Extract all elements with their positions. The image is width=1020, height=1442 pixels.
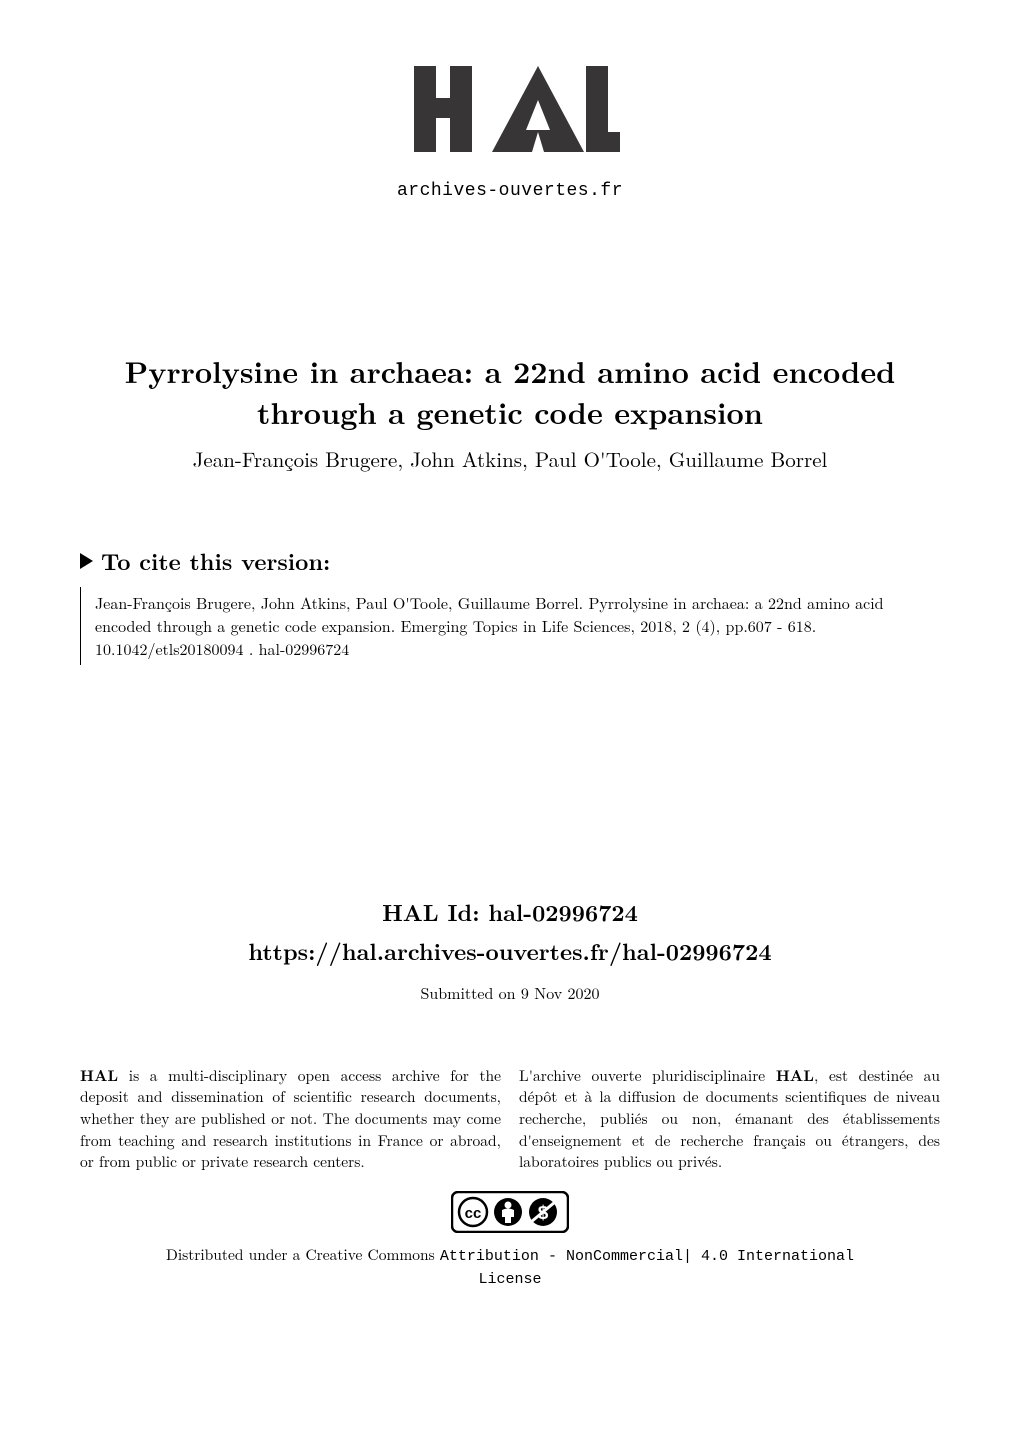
cite-hal-suffix: . hal-02996724 bbox=[244, 637, 350, 660]
hal-url[interactable]: https://hal.archives-ouvertes.fr/hal-029… bbox=[0, 934, 1020, 967]
cite-body-text: Jean-François Brugere, John Atkins, Paul… bbox=[95, 591, 884, 637]
triangle-icon bbox=[80, 553, 93, 569]
svg-text:cc: cc bbox=[465, 1205, 482, 1222]
desc-right-prefix: L'archive ouverte pluridisciplinaire bbox=[519, 1065, 776, 1086]
license-prefix: Distributed under a Creative Commons bbox=[166, 1244, 440, 1265]
license-text: Distributed under a Creative Commons Att… bbox=[0, 1244, 1020, 1290]
hal-id: HAL Id: hal-02996724 bbox=[0, 895, 1020, 928]
title-block: Pyrrolysine in archaea: a 22nd amino aci… bbox=[80, 351, 940, 474]
desc-right-bold: HAL bbox=[776, 1063, 814, 1086]
title-line-2: through a genetic code expansion bbox=[257, 390, 763, 433]
cc-by-nc-icon[interactable]: cc $ bbox=[451, 1191, 569, 1233]
cite-body: Jean-François Brugere, John Atkins, Paul… bbox=[80, 587, 940, 665]
description-left: HAL is a multi-disciplinary open access … bbox=[80, 1064, 501, 1173]
submitted-date: Submitted on 9 Nov 2020 bbox=[0, 981, 1020, 1004]
cite-doi: 10.1042/etls20180094 bbox=[95, 637, 244, 660]
hal-logo-icon bbox=[400, 60, 620, 170]
authors: Jean-François Brugere, John Atkins, Paul… bbox=[80, 444, 940, 474]
desc-left-body: is a multi-disciplinary open access arch… bbox=[80, 1065, 501, 1173]
hal-id-block: HAL Id: hal-02996724 https://hal.archive… bbox=[0, 895, 1020, 1004]
cite-header: To cite this version: bbox=[80, 544, 940, 577]
cc-block: cc $ bbox=[0, 1191, 1020, 1238]
hal-logo-block: archives-ouvertes.fr bbox=[0, 0, 1020, 201]
description-right: L'archive ouverte pluridisciplinaire HAL… bbox=[519, 1064, 940, 1173]
cite-header-text: To cite this version: bbox=[101, 544, 330, 577]
license-link-1[interactable]: Attribution - NonCommercial| 4.0 Interna… bbox=[440, 1248, 854, 1265]
description-columns: HAL is a multi-disciplinary open access … bbox=[80, 1064, 940, 1173]
license-link-2[interactable]: License bbox=[478, 1271, 541, 1288]
cite-block: To cite this version: Jean-François Brug… bbox=[80, 544, 940, 665]
desc-left-prefix: HAL bbox=[80, 1063, 118, 1086]
hal-logo-caption: archives-ouvertes.fr bbox=[0, 181, 1020, 201]
paper-title: Pyrrolysine in archaea: a 22nd amino aci… bbox=[80, 351, 940, 432]
title-line-1: Pyrrolysine in archaea: a 22nd amino aci… bbox=[125, 349, 896, 392]
